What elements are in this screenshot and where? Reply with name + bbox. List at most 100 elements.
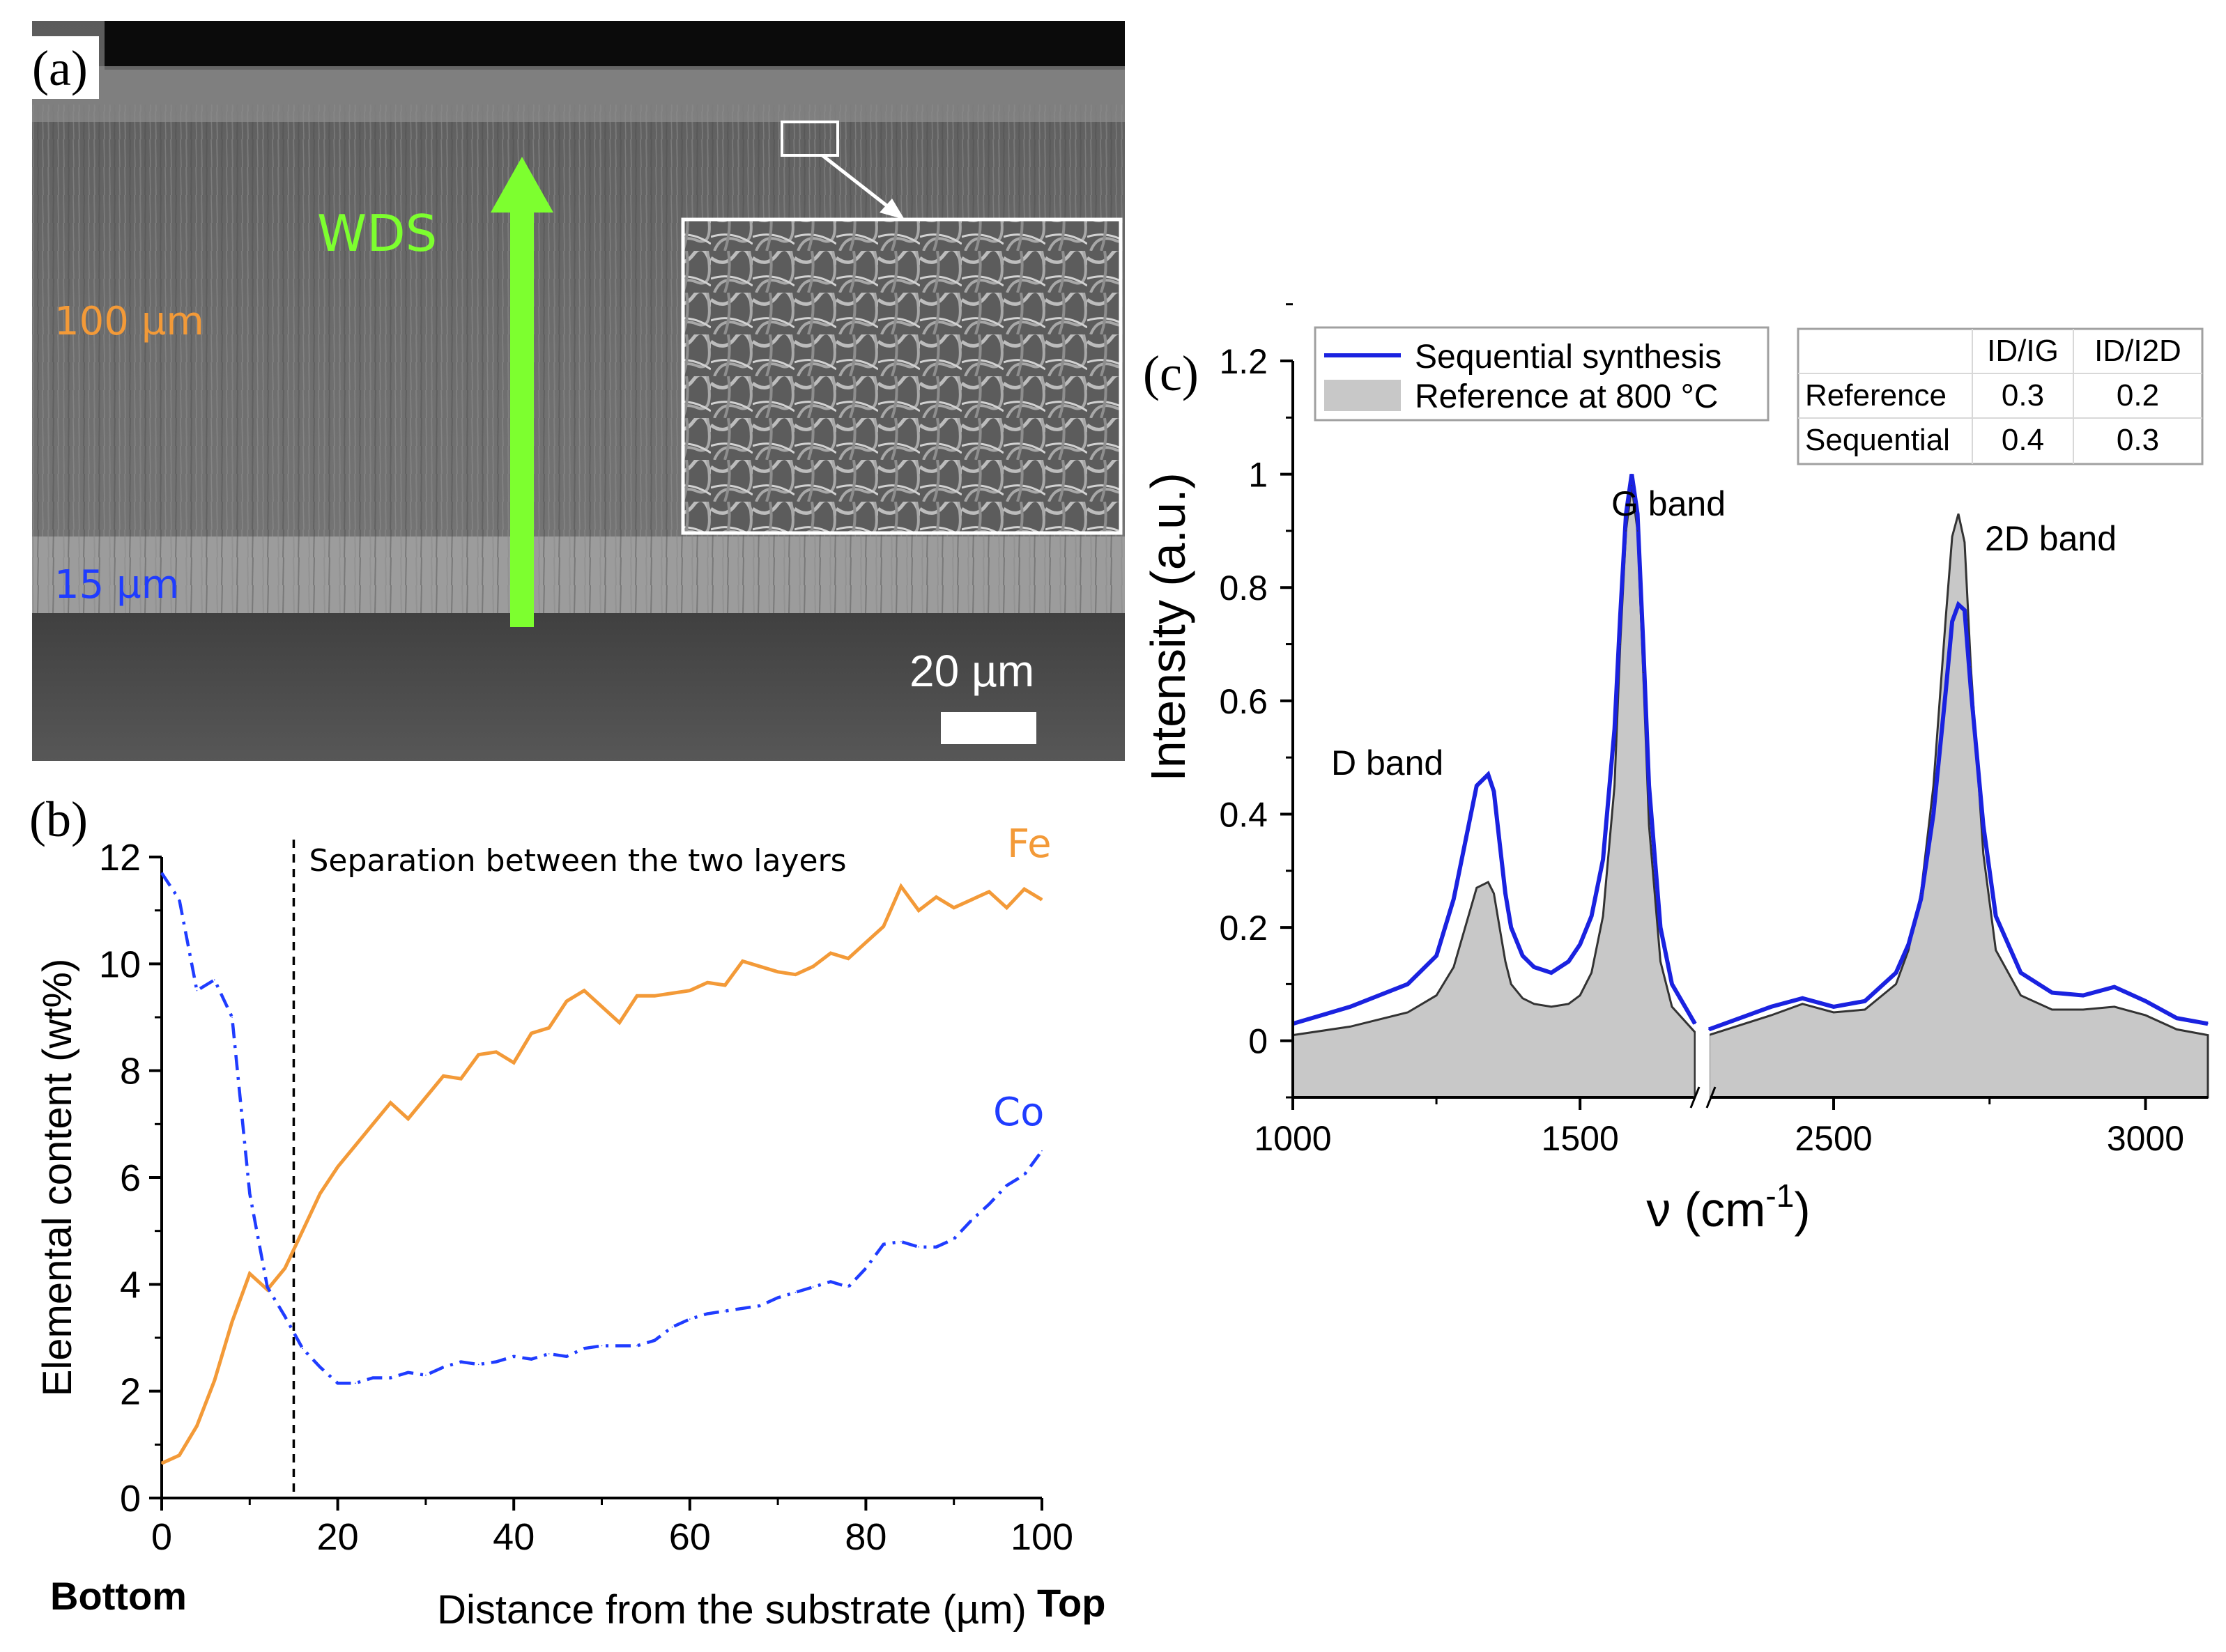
reference-data-point bbox=[1833, 1012, 1834, 1013]
sequential-data-point bbox=[1643, 643, 1644, 645]
data-point-fe bbox=[249, 1273, 251, 1274]
sequential-data-point bbox=[1958, 603, 1959, 605]
sequential-data-point bbox=[1951, 621, 1953, 622]
band-label-2d: 2D band bbox=[1985, 519, 2117, 558]
data-point-co bbox=[337, 1382, 339, 1384]
sequential-data-point bbox=[1510, 927, 1512, 928]
sequential-data-point bbox=[1671, 983, 1673, 985]
x-tick-label: 1500 bbox=[1542, 1119, 1619, 1158]
reference-data-point bbox=[1579, 994, 1581, 996]
x-tick-label: 40 bbox=[493, 1516, 535, 1558]
sequential-data-point bbox=[1625, 513, 1627, 515]
y-tick-label: 6 bbox=[120, 1157, 141, 1199]
panel-c-chart: (c) 0 0.2 0.4 0.6 0.8 1 1.2 1000 1500 2500 3000 ν (c… bbox=[1141, 303, 2209, 1237]
sequential-data-point bbox=[1349, 1006, 1351, 1008]
x-tick-label: 20 bbox=[317, 1516, 359, 1558]
data-point-fe bbox=[407, 1118, 409, 1120]
data-point-co bbox=[847, 1286, 849, 1288]
data-point-fe bbox=[918, 909, 919, 911]
y-tick-label: 0.2 bbox=[1219, 909, 1268, 948]
x-axis-title: ν (cm-1) bbox=[1646, 1178, 1810, 1237]
data-point-fe bbox=[161, 1462, 162, 1464]
reference-data-point bbox=[1659, 961, 1661, 962]
data-point-co bbox=[742, 1308, 744, 1309]
data-point-fe bbox=[213, 1380, 215, 1382]
data-point-fe bbox=[865, 941, 867, 943]
table-cell: 0.3 bbox=[2002, 378, 2044, 412]
inset-zoom-box bbox=[781, 121, 839, 157]
data-point-fe bbox=[302, 1230, 303, 1232]
data-point-fe bbox=[548, 1027, 550, 1029]
separation-annotation: Separation between the two layers bbox=[309, 843, 846, 879]
data-point-fe bbox=[443, 1075, 444, 1077]
data-point-fe bbox=[583, 989, 585, 991]
x-tick-label: 0 bbox=[151, 1516, 172, 1558]
panel-a: WDS 100 µm 15 µm 20 µm (a) bbox=[29, 21, 1125, 761]
reference-data-point bbox=[1533, 1003, 1535, 1005]
inset-image bbox=[681, 217, 1123, 535]
y-tick-label: 10 bbox=[99, 943, 141, 985]
data-point-co bbox=[618, 1345, 620, 1347]
data-point-fe bbox=[530, 1033, 532, 1034]
sequential-data-point bbox=[2176, 1017, 2178, 1019]
data-point-fe bbox=[618, 1021, 620, 1024]
data-point-fe bbox=[319, 1193, 321, 1194]
data-point-co bbox=[1006, 1184, 1008, 1187]
ratio-table bbox=[1797, 327, 2204, 465]
data-point-fe bbox=[742, 960, 744, 962]
sequential-data-point bbox=[1970, 688, 1972, 690]
sequential-data-point bbox=[1659, 927, 1661, 928]
sequential-data-point bbox=[1920, 898, 1922, 900]
reference-data-point bbox=[1602, 916, 1604, 917]
sequential-data-point bbox=[1407, 983, 1408, 985]
data-point-fe bbox=[689, 989, 691, 991]
data-point-co bbox=[935, 1246, 937, 1248]
sequential-data-point bbox=[1864, 1000, 1866, 1002]
y-tick-label: 4 bbox=[120, 1264, 141, 1306]
inset-pointer-head bbox=[880, 199, 905, 219]
data-point-fe bbox=[882, 925, 884, 927]
reference-data-point bbox=[1951, 536, 1953, 537]
sequential-data-point bbox=[1694, 1023, 1696, 1025]
sequential-data-point bbox=[1933, 813, 1934, 815]
data-point-co bbox=[636, 1345, 638, 1347]
data-point-co bbox=[425, 1374, 427, 1376]
axis-break-gap bbox=[1696, 1031, 1710, 1108]
reference-data-point bbox=[2176, 1028, 2178, 1030]
data-point-co bbox=[390, 1377, 392, 1379]
data-point-co bbox=[319, 1366, 321, 1368]
data-point-co bbox=[918, 1246, 919, 1248]
data-point-fe bbox=[178, 1454, 181, 1456]
data-point-fe bbox=[513, 1062, 514, 1063]
reference-data-point bbox=[1770, 1014, 1772, 1016]
data-point-fe bbox=[971, 899, 972, 901]
sequential-data-point bbox=[1567, 961, 1569, 962]
data-point-co bbox=[583, 1348, 585, 1350]
sequential-data-point bbox=[1487, 773, 1489, 775]
reference-data-point bbox=[1493, 893, 1495, 895]
series-label-fe: Fe bbox=[1007, 821, 1052, 867]
sequential-data-point bbox=[1521, 955, 1523, 957]
y-axis-title: Intensity (a.u.) bbox=[1141, 472, 1195, 782]
sequential-data-point bbox=[1636, 513, 1638, 515]
data-point-co bbox=[372, 1377, 374, 1379]
data-point-co bbox=[654, 1340, 656, 1341]
x-axis-title-close: ) bbox=[1794, 1182, 1810, 1237]
reference-data-point bbox=[1636, 530, 1638, 532]
data-point-co bbox=[724, 1310, 726, 1312]
sequential-data-point bbox=[1579, 943, 1581, 945]
sequential-data-point bbox=[2020, 972, 2022, 973]
reference-data-point bbox=[1487, 881, 1489, 883]
y-tick-label: 0.6 bbox=[1219, 682, 1268, 721]
sequential-data-point bbox=[1453, 898, 1454, 900]
data-point-fe bbox=[337, 1166, 339, 1168]
y-tick-label: 0.8 bbox=[1219, 569, 1268, 608]
reference-data-point bbox=[1643, 672, 1644, 673]
data-point-co bbox=[231, 1017, 233, 1018]
reference-data-point bbox=[1464, 927, 1466, 928]
data-point-fe bbox=[460, 1078, 462, 1079]
data-point-fe bbox=[671, 992, 673, 994]
data-point-fe bbox=[390, 1102, 392, 1104]
sequential-data-point bbox=[1631, 473, 1633, 475]
x-right-caption: Top bbox=[1037, 1581, 1105, 1625]
